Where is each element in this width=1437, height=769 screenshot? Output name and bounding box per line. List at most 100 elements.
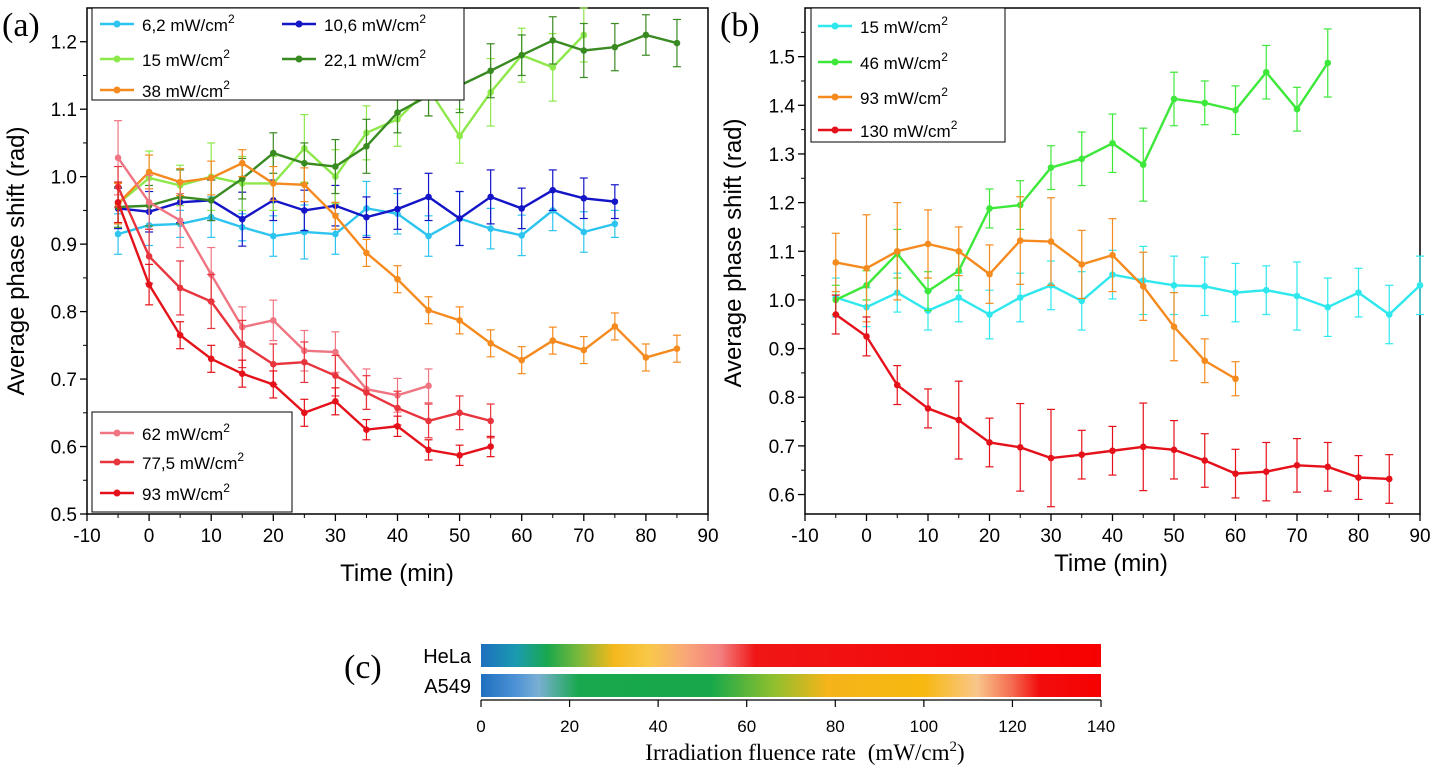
data-point — [238, 340, 246, 348]
data-point — [1170, 95, 1178, 103]
panel-c-xlabel-unit: (mW/cm — [868, 740, 950, 765]
data-point — [425, 417, 432, 425]
data-point — [487, 417, 494, 425]
data-point — [238, 215, 246, 223]
data-point — [114, 154, 122, 162]
legend-label-sup: 2 — [941, 50, 948, 64]
panel-a-axes: -10 0 10 20 30 40 50 60 70 80 90 0.5 0.6 0.7 0.8 0.9 1.0… — [51, 33, 719, 547]
data-point — [176, 178, 184, 186]
data-point — [176, 284, 184, 292]
data-point — [1293, 462, 1301, 469]
data-point — [1201, 99, 1209, 107]
data-point — [1232, 375, 1239, 383]
series-line — [835, 239, 1237, 380]
x-tick-label: 10 — [201, 526, 222, 547]
data-point — [893, 247, 901, 255]
data-point — [394, 109, 401, 116]
panel-c-colorbar: (c) HeLa A549 0 20 40 60 80 100 120 140 Irradiat… — [344, 644, 1115, 765]
x-tick-label: 60 — [511, 526, 532, 547]
legend-label: 93 mW/cm2 — [860, 85, 948, 108]
panel-b-legend-frame — [810, 7, 1006, 143]
data-point — [301, 409, 308, 417]
data-point — [487, 67, 494, 75]
y-tick-label: 0.8 — [51, 303, 77, 324]
data-point — [238, 159, 246, 167]
data-point — [1232, 289, 1239, 296]
panel-a-chart: -10 0 10 20 30 40 50 60 70 80 90 0.5 0.6 0.7 0.8 0.9 1.0… — [2, 7, 719, 587]
legend-label-sup: 2 — [941, 14, 948, 28]
row-label-a549: A549 — [424, 676, 471, 698]
data-point — [394, 275, 401, 283]
legend-swatch-marker — [831, 22, 839, 30]
legend-swatch-marker — [113, 458, 121, 466]
x-tick-label: 30 — [325, 526, 346, 547]
x-tick-label: 80 — [635, 526, 656, 547]
data-point — [549, 37, 557, 44]
data-point — [270, 180, 277, 187]
legend-label-text: 46 mW/cm — [860, 54, 941, 73]
legend-label-sup: 2 — [223, 481, 230, 495]
colorbar-hela — [481, 644, 1101, 667]
y-tick-label: 1.1 — [51, 100, 77, 121]
data-point — [207, 174, 215, 182]
legend-label-text: 15 mW/cm — [142, 51, 223, 70]
x-tick-label: 0 — [144, 526, 155, 547]
data-point — [1416, 282, 1424, 289]
x-tick-label: 20 — [263, 526, 284, 547]
data-point — [1232, 470, 1239, 477]
data-point — [301, 358, 308, 366]
panel-c-xlabel-sup: 2 — [950, 739, 958, 755]
x-tick-label: 80 — [1348, 526, 1369, 547]
y-tick-label: 1.1 — [769, 242, 795, 263]
x-tick-label: -10 — [791, 526, 818, 547]
colorbar-tick-label: 100 — [910, 717, 938, 736]
data-point — [986, 205, 993, 212]
data-point — [832, 259, 840, 266]
data-point — [270, 381, 277, 388]
data-point — [425, 232, 432, 240]
data-point — [1262, 286, 1270, 294]
data-point — [363, 213, 370, 221]
data-point — [332, 348, 339, 356]
data-point — [955, 416, 963, 424]
y-tick-label: 0.5 — [51, 505, 77, 526]
series-7 — [114, 181, 495, 467]
data-point — [1078, 451, 1086, 458]
legend-swatch-marker — [831, 93, 839, 101]
data-point — [1262, 68, 1270, 76]
data-point — [1293, 105, 1301, 113]
data-point — [863, 264, 870, 272]
x-tick-label: 30 — [1040, 526, 1061, 547]
legend-label: 46 mW/cm2 — [860, 50, 948, 73]
data-point — [1078, 261, 1086, 268]
legend-label-text: 38 mW/cm — [142, 82, 223, 101]
data-point — [518, 232, 525, 239]
legend-label-sup: 2 — [941, 85, 948, 99]
legend-label: 15 mW/cm2 — [142, 47, 230, 70]
data-point — [487, 225, 494, 232]
y-tick-label: 0.6 — [769, 486, 795, 507]
data-point — [1078, 297, 1086, 305]
data-point — [270, 149, 277, 157]
data-point — [611, 323, 619, 330]
data-point — [518, 51, 525, 59]
data-point — [145, 199, 153, 206]
y-tick-label: 0.8 — [769, 388, 795, 409]
data-point — [456, 317, 463, 324]
legend-label: 15 mW/cm2 — [860, 14, 948, 37]
legend-label-sup: 2 — [223, 47, 230, 61]
data-point — [549, 337, 557, 344]
x-tick-label: 90 — [1409, 526, 1430, 547]
data-point — [1047, 238, 1055, 245]
data-point — [518, 205, 525, 212]
data-point — [270, 360, 277, 368]
series-2 — [831, 196, 1240, 397]
x-tick-label: 60 — [1225, 526, 1246, 547]
data-point — [363, 143, 370, 150]
data-point — [611, 220, 619, 228]
data-point — [549, 186, 557, 194]
legend-label-text: 93 mW/cm — [142, 485, 223, 504]
panel-a-label: (a) — [2, 7, 40, 44]
data-point — [145, 168, 153, 176]
legend-label: 22,1 mW/cm2 — [324, 47, 426, 70]
